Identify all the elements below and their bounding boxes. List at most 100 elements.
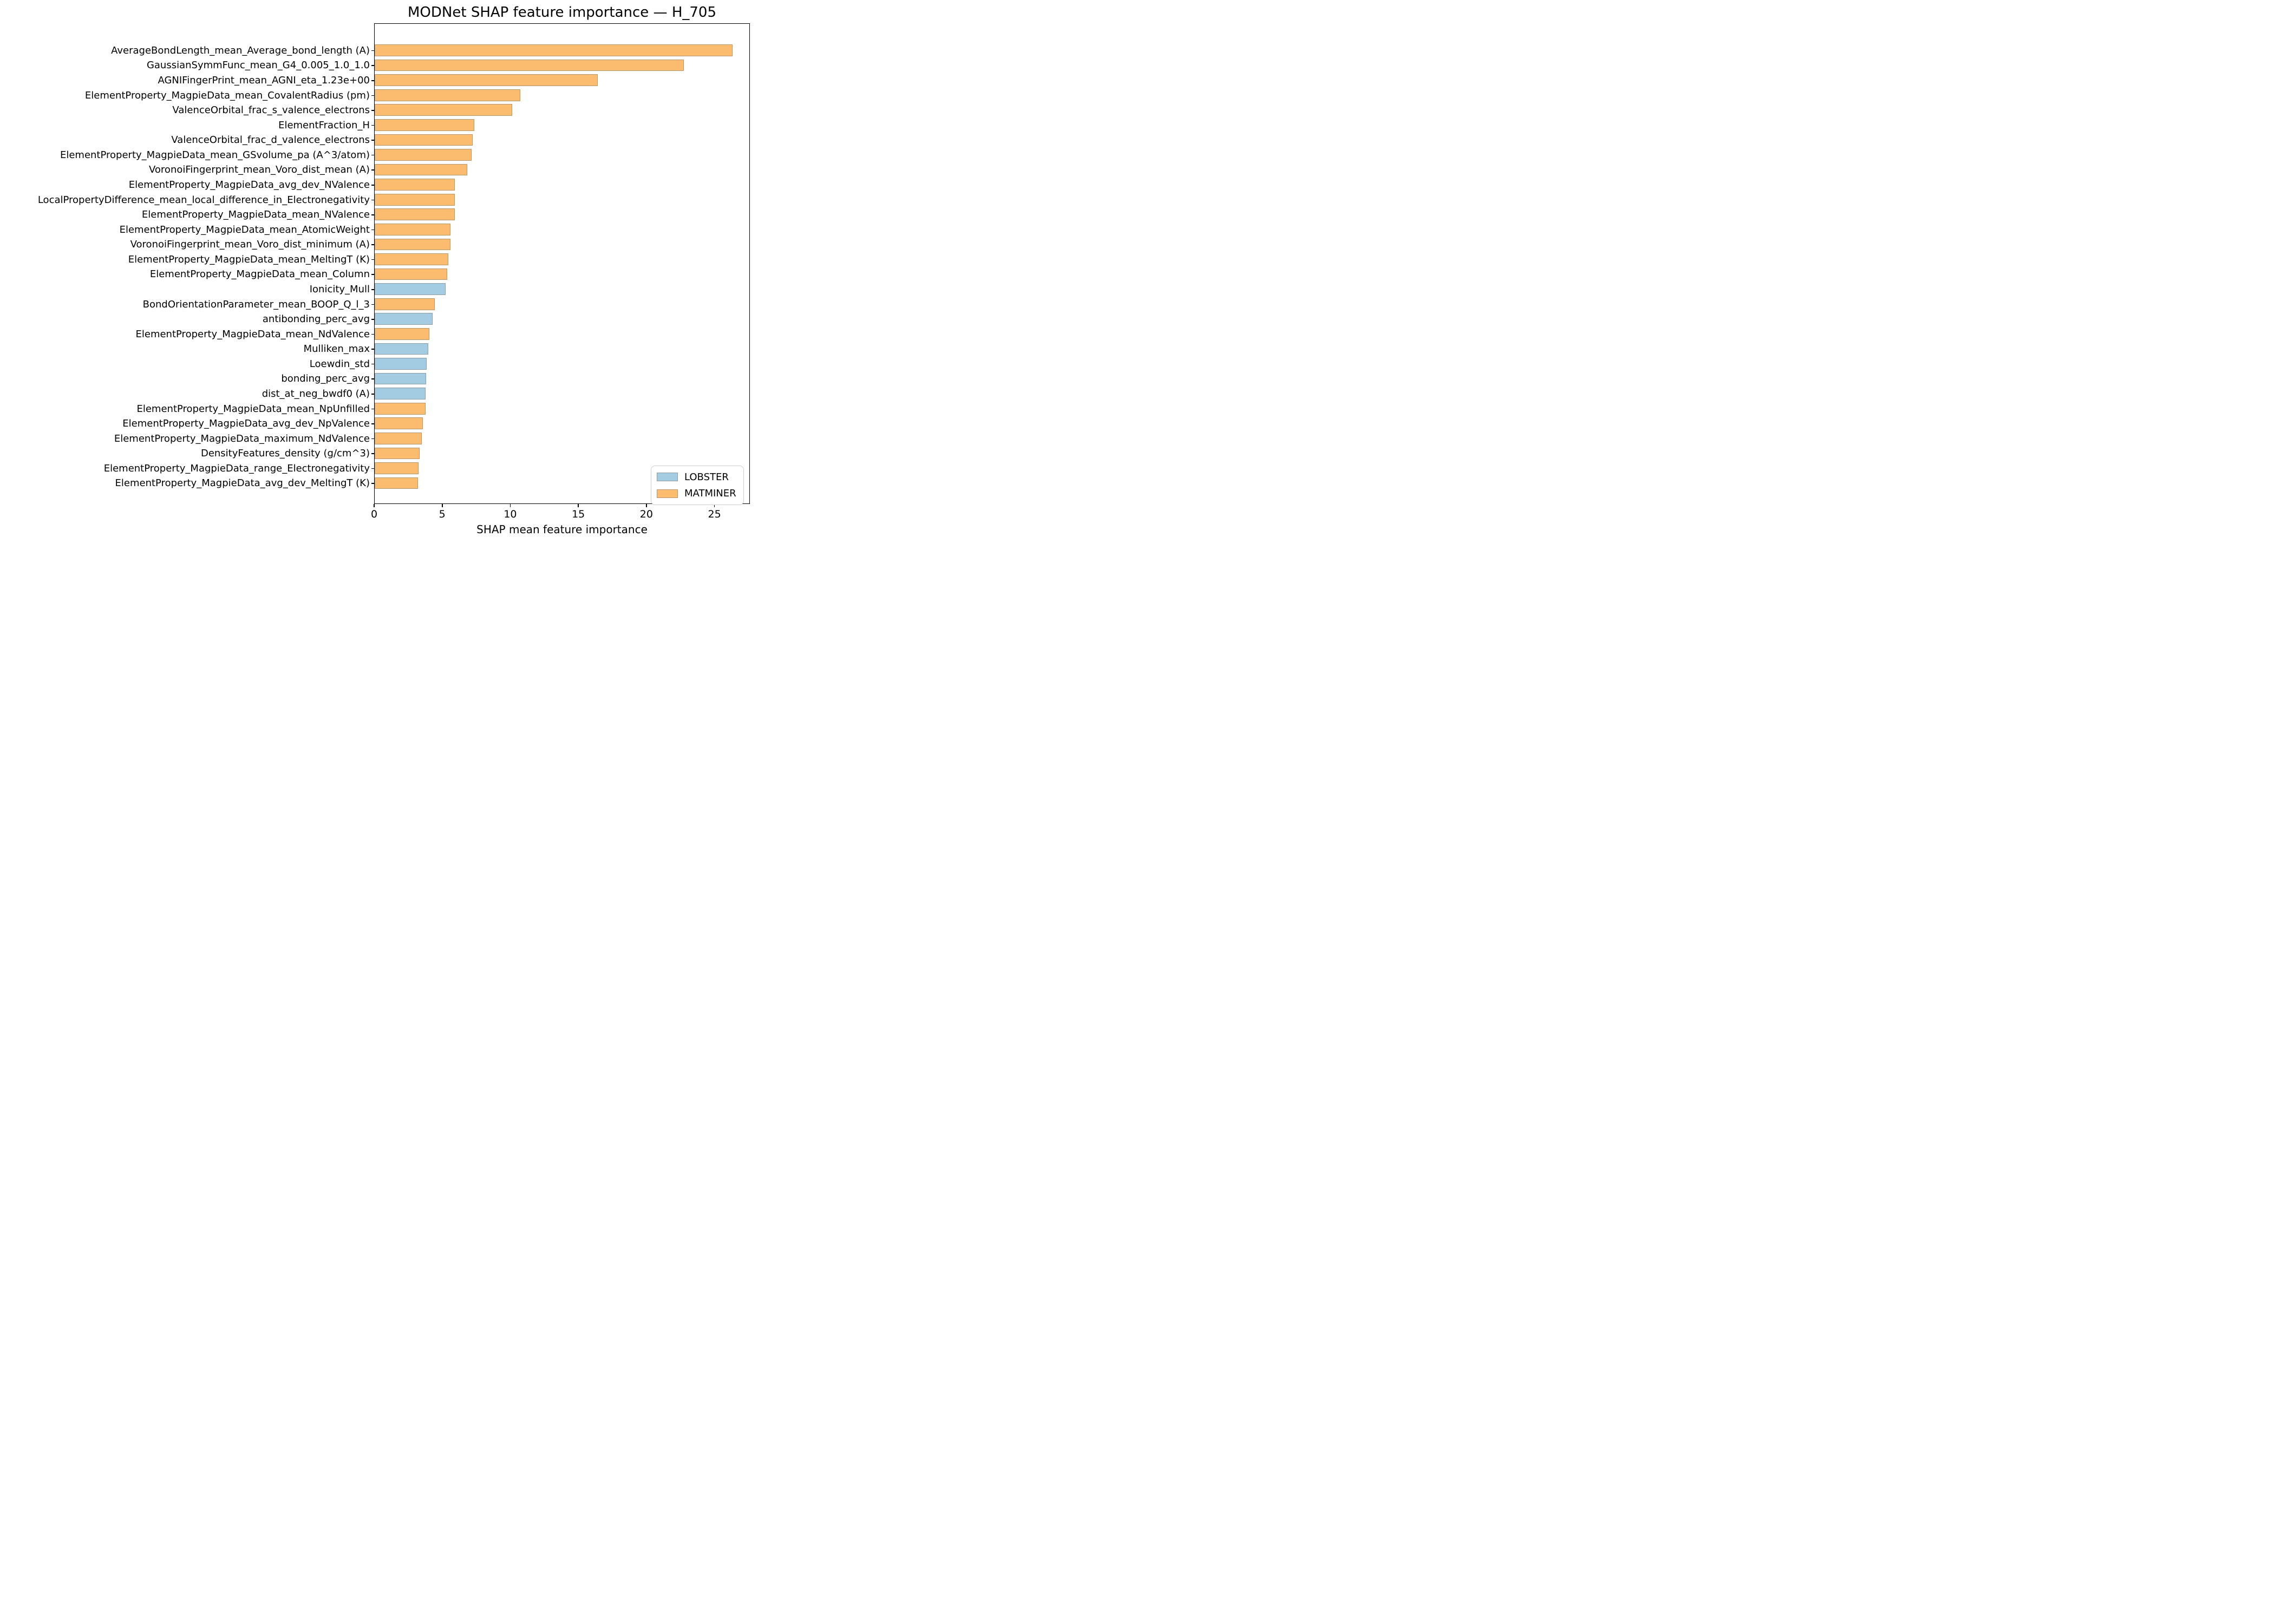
y-tick-label: ElementProperty_MagpieData_avg_dev_NVale… xyxy=(128,179,370,191)
y-tick-mark xyxy=(371,393,374,395)
y-tick-label: ElementFraction_H xyxy=(278,119,370,131)
x-tick-mark xyxy=(646,504,647,507)
x-tick-label: 25 xyxy=(708,508,721,520)
y-tick-label: dist_at_neg_bwdf0 (A) xyxy=(262,388,370,400)
y-tick-mark xyxy=(371,483,374,484)
legend-entry-lobster: LOBSTER xyxy=(657,472,738,483)
y-tick-mark xyxy=(371,408,374,410)
y-tick-mark xyxy=(371,333,374,335)
y-tick-label: AGNIFingerPrint_mean_AGNI_eta_1.23e+00 xyxy=(158,74,370,86)
y-tick-mark xyxy=(371,154,374,156)
y-tick-label: LocalPropertyDifference_mean_local_diffe… xyxy=(37,194,370,206)
y-tick-mark xyxy=(371,438,374,440)
y-tick-mark xyxy=(371,244,374,245)
matminer-swatch-icon xyxy=(657,489,678,498)
bar xyxy=(375,104,512,116)
y-tick-label: VoronoiFingerprint_mean_Voro_dist_mean (… xyxy=(149,164,370,176)
chart-title: MODNet SHAP feature importance — H_705 xyxy=(408,4,716,21)
y-tick-label: ElementProperty_MagpieData_mean_MeltingT… xyxy=(128,253,370,265)
y-tick-mark xyxy=(371,259,374,260)
plot-area xyxy=(374,23,750,504)
bar xyxy=(375,388,426,400)
bar xyxy=(375,372,426,385)
lobster-swatch-icon xyxy=(657,473,678,482)
y-tick-mark xyxy=(371,363,374,365)
y-tick-mark xyxy=(371,95,374,96)
x-tick-mark xyxy=(578,504,579,507)
bar xyxy=(375,224,451,235)
x-tick-label: 20 xyxy=(639,508,653,520)
y-tick-label: ElementProperty_MagpieData_mean_Covalent… xyxy=(84,89,370,101)
y-tick-label: bonding_perc_avg xyxy=(281,373,370,385)
y-tick-label: ElementProperty_MagpieData_mean_Column xyxy=(149,269,370,280)
bar xyxy=(375,238,451,251)
y-tick-label: ElementProperty_MagpieData_avg_dev_Melti… xyxy=(115,477,370,489)
y-tick-mark xyxy=(371,140,374,141)
y-tick-label: antibonding_perc_avg xyxy=(262,313,370,325)
y-tick-label: GaussianSymmFunc_mean_G4_0.005_1.0_1.0 xyxy=(146,60,370,71)
y-tick-mark xyxy=(371,274,374,275)
y-tick-mark xyxy=(371,453,374,454)
y-tick-mark xyxy=(371,468,374,469)
bar xyxy=(375,253,448,265)
y-tick-mark xyxy=(371,423,374,424)
x-tick-label: 10 xyxy=(504,508,517,520)
legend-entry-matminer: MATMINER xyxy=(657,488,738,499)
bar xyxy=(375,193,455,206)
y-tick-mark xyxy=(371,50,374,51)
bar xyxy=(375,328,429,340)
y-tick-mark xyxy=(371,289,374,290)
y-tick-label: BondOrientationParameter_mean_BOOP_Q_l_3 xyxy=(142,298,370,310)
y-tick-mark xyxy=(371,229,374,231)
y-tick-mark xyxy=(371,349,374,350)
bar xyxy=(375,74,598,86)
bar xyxy=(375,89,521,101)
y-tick-mark xyxy=(371,199,374,201)
bar xyxy=(375,313,433,325)
y-tick-label: Ionicity_Mull xyxy=(309,283,370,295)
y-tick-label: ElementProperty_MagpieData_avg_dev_NpVal… xyxy=(122,418,370,430)
x-axis-label: SHAP mean feature importance xyxy=(476,523,648,536)
y-tick-mark xyxy=(371,65,374,66)
y-tick-mark xyxy=(371,169,374,171)
bar xyxy=(375,179,455,191)
x-tick-label: 0 xyxy=(370,508,378,520)
y-tick-mark xyxy=(371,80,374,81)
legend: LOBSTER MATMINER xyxy=(651,466,744,505)
y-tick-label: Mulliken_max xyxy=(303,343,370,355)
bar xyxy=(375,119,474,131)
y-tick-mark xyxy=(371,110,374,111)
y-tick-label: AverageBondLength_mean_Average_bond_leng… xyxy=(111,44,370,56)
bar xyxy=(375,417,423,430)
bar xyxy=(375,432,422,444)
bar xyxy=(375,134,473,146)
bar xyxy=(375,447,420,460)
y-tick-mark xyxy=(371,184,374,186)
y-tick-mark xyxy=(371,304,374,305)
bar xyxy=(375,298,435,310)
y-tick-mark xyxy=(371,125,374,126)
bar xyxy=(375,44,733,56)
y-tick-label: DensityFeatures_density (g/cm^3) xyxy=(200,448,370,460)
bar xyxy=(375,208,455,221)
bar xyxy=(375,402,426,415)
x-tick-mark xyxy=(374,504,375,507)
y-tick-mark xyxy=(371,319,374,320)
bar xyxy=(375,59,684,71)
y-tick-label: ElementProperty_MagpieData_range_Electro… xyxy=(103,462,370,474)
figure: MODNet SHAP feature importance — H_705 A… xyxy=(0,0,758,541)
y-tick-label: ElementProperty_MagpieData_maximum_NdVal… xyxy=(114,433,370,444)
legend-label-matminer: MATMINER xyxy=(684,488,736,500)
y-tick-label: ValenceOrbital_frac_d_valence_electrons xyxy=(171,134,370,146)
x-tick-label: 15 xyxy=(572,508,585,520)
bar xyxy=(375,268,448,280)
y-tick-mark xyxy=(371,378,374,379)
y-tick-label: ElementProperty_MagpieData_mean_AtomicWe… xyxy=(119,224,370,235)
x-tick-label: 5 xyxy=(439,508,446,520)
y-tick-label: Loewdin_std xyxy=(309,358,370,370)
x-tick-mark xyxy=(441,504,443,507)
y-tick-label: ElementProperty_MagpieData_mean_GSvolume… xyxy=(60,149,370,161)
bar xyxy=(375,283,446,295)
y-tick-label: ElementProperty_MagpieData_mean_NdValenc… xyxy=(135,328,370,340)
bar xyxy=(375,477,418,489)
